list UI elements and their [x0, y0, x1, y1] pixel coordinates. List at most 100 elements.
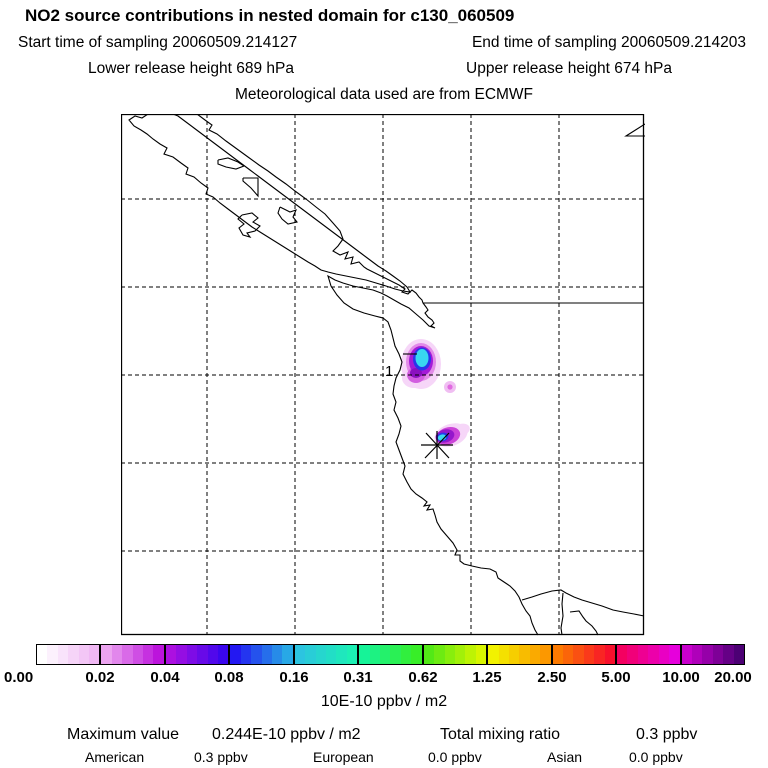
colorbar-tick-label: 1.25 [472, 669, 502, 686]
colorbar-stripe [197, 645, 208, 664]
colorbar-segment [681, 645, 744, 664]
upper-release-text: Upper release height 674 hPa [466, 60, 672, 77]
sampling-times-line: Start time of sampling 20060509.214127 E… [18, 34, 746, 52]
colorbar-tick-label: 2.50 [537, 669, 567, 686]
colorbar-stripe [390, 645, 401, 664]
colorbar-stripe [122, 645, 133, 664]
colorbar-stripe [434, 645, 445, 664]
colorbar-tick-label: 0.02 [85, 669, 115, 686]
colorbar-stripe [573, 645, 584, 664]
colorbar-stripe [540, 645, 551, 664]
colorbar-stripe [37, 645, 48, 664]
max-value-label: Maximum value [67, 726, 180, 743]
colorbar-tick-label: 0.04 [150, 669, 180, 686]
colorbar-stripe [712, 645, 724, 664]
met-data-line: Meteorological data used are from ECMWF [234, 86, 534, 103]
colorbar-stripe [207, 645, 218, 664]
colorbar-stripe [230, 645, 241, 664]
colorbar-stripe [702, 645, 713, 664]
colorbar-tick-label: 0.16 [279, 669, 309, 686]
colorbar-stripe [648, 645, 659, 664]
colorbar-stripe [153, 645, 164, 664]
colorbar-stripe [658, 645, 670, 664]
colorbar-segment [165, 645, 231, 664]
colorbar-stripe [111, 645, 123, 664]
colorbar-stripe [733, 645, 744, 664]
mainland-coast [196, 113, 539, 636]
source-european-label: European [313, 749, 374, 765]
gulf-islands-d [277, 206, 298, 225]
colorbar-stripe [282, 645, 293, 664]
colorbar-stripe [132, 645, 144, 664]
colorbar-segment [37, 645, 102, 664]
colorbar-stripe [271, 645, 283, 664]
colorbar-stripe [315, 645, 327, 664]
topright-coast [624, 123, 646, 137]
colorbar-stripe [563, 645, 574, 664]
colorbar-stripe [346, 645, 358, 664]
colorbar-stripe [380, 645, 391, 664]
colorbar-stripe [411, 645, 422, 664]
page-title: NO2 source contributions in nested domai… [25, 6, 515, 25]
colorbar-stripe [369, 645, 381, 664]
colorbar-stripe [681, 645, 692, 664]
colorbar-segment [617, 645, 682, 664]
colorbar-stripe [251, 645, 262, 664]
colorbar-stripe [637, 645, 649, 664]
colorbar-segment [101, 645, 166, 664]
colorbar-stripe [594, 645, 605, 664]
colorbar-segment [552, 645, 618, 664]
colorbar-stripe [89, 645, 100, 664]
strait-inlet-b [242, 177, 259, 198]
colorbar-stripe [336, 645, 347, 664]
colorbar-segment [294, 645, 360, 664]
colorbar-stripe [444, 645, 455, 664]
sampling-location-asterisk [424, 432, 450, 459]
colorbar-tick-label: 0.08 [214, 669, 244, 686]
colorbar-stripe [359, 645, 370, 664]
end-time-text: End time of sampling 20060509.214203 [471, 34, 746, 51]
colorbar-stripe [400, 645, 412, 664]
colorbar-stripe [669, 645, 680, 664]
colorbar-stripe [454, 645, 466, 664]
source-american-value: 0.3 ppbv [194, 749, 248, 765]
colorbar-stripe [165, 645, 177, 664]
colorbar-stripe [583, 645, 595, 664]
map-svg: 1 [120, 113, 646, 636]
colorbar [36, 644, 745, 665]
colorbar-stripe [723, 645, 734, 664]
source-american-label: American [85, 749, 145, 765]
bay-inlet-south [560, 592, 564, 636]
map-frame [120, 113, 645, 636]
release-point-label: 1 [385, 363, 393, 380]
colorbar-stripe [240, 645, 252, 664]
colorbar-stripe [475, 645, 487, 664]
colorbar-tick-label: 0.62 [408, 669, 438, 686]
map-plot-area: 1 [120, 113, 646, 636]
colorbar-tick-label: 5.00 [601, 669, 631, 686]
vancouver-island [128, 113, 412, 293]
colorbar-stripe [519, 645, 530, 664]
colorbar-stripe [101, 645, 112, 664]
colorbar-stripe [488, 645, 499, 664]
source-asian-value: 0.0 ppbv [629, 749, 683, 765]
start-time-text: Start time of sampling 20060509.214127 [18, 34, 298, 51]
colorbar-stripe [143, 645, 154, 664]
colorbar-stripe [326, 645, 337, 664]
max-value: 0.244E-10 ppbv / m2 [212, 726, 361, 743]
colorbar-stripe [604, 645, 616, 664]
total-mixing-label: Total mixing ratio [440, 726, 561, 743]
colorbar-stripe [617, 645, 628, 664]
colorbar-stripe [47, 645, 58, 664]
colorbar-segment [230, 645, 295, 664]
concentration-blob [437, 434, 447, 441]
colorbar-stripe [186, 645, 198, 664]
colorbar-stripe [78, 645, 90, 664]
bay-delta-east [521, 589, 645, 617]
gulf-islands-c [237, 212, 261, 238]
colorbar-stripe [176, 645, 187, 664]
colorbar-stripe [68, 645, 79, 664]
colorbar-stripe [529, 645, 541, 664]
colorbar-tick-label: 10.00 [662, 669, 700, 686]
colorbar-units-label: 10E-10 ppbv / m2 [320, 693, 448, 710]
